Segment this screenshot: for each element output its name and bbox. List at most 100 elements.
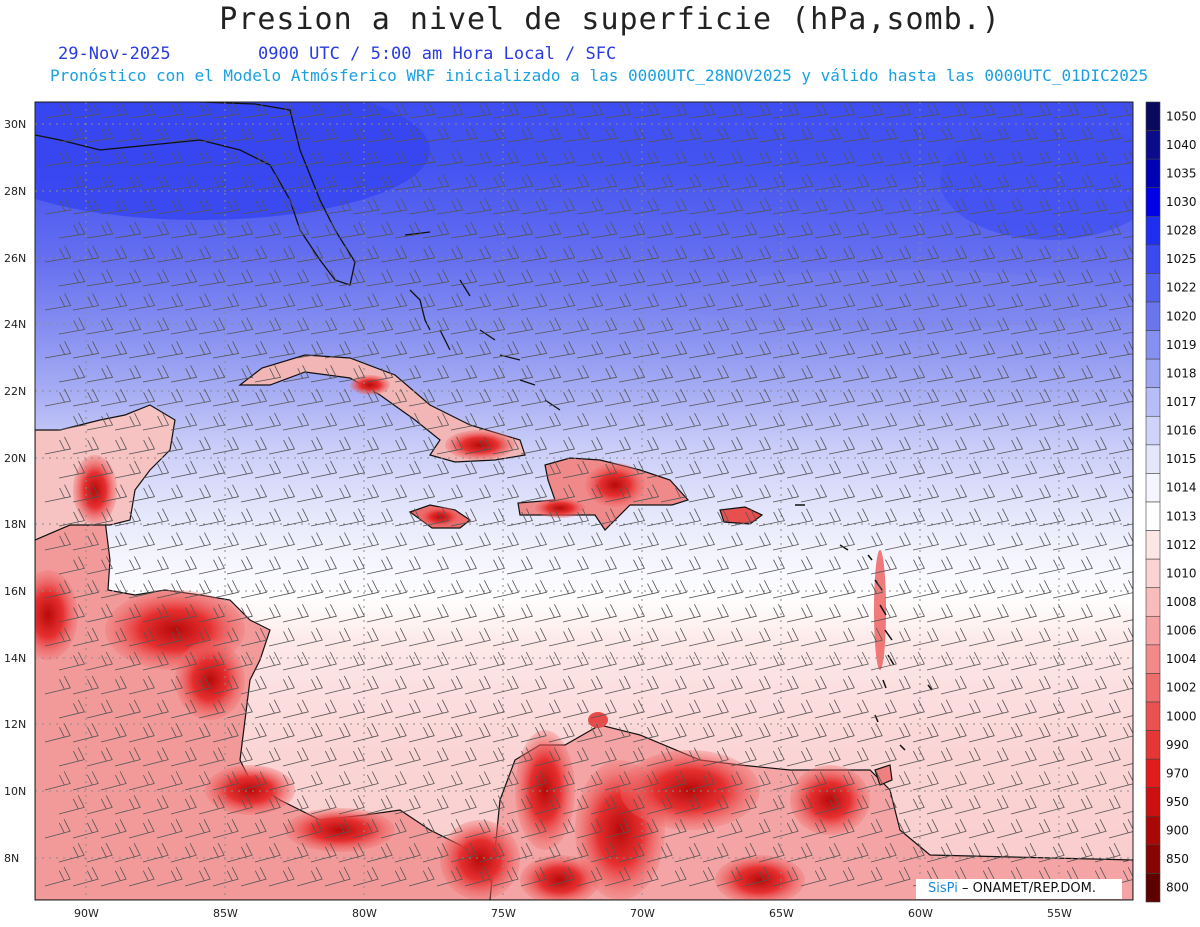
wind-barb (968, 723, 995, 743)
wind-barb (940, 245, 968, 263)
wind-barb (1052, 627, 1079, 647)
wind-barb (828, 532, 855, 551)
wind-barb (940, 341, 968, 359)
wind-barb (898, 365, 926, 383)
wind-barb (212, 532, 239, 551)
wind-barb (1024, 293, 1052, 311)
colorbar-swatch (1145, 701, 1161, 731)
wind-barb (982, 460, 1010, 479)
wind-barb (366, 651, 393, 671)
wind-barb (660, 627, 687, 647)
wind-barb (716, 484, 744, 503)
wind-barb (590, 412, 618, 431)
wind-barb (310, 508, 337, 527)
wind-barb (282, 460, 310, 479)
wind-barb (926, 747, 953, 767)
wind-barb (352, 866, 379, 887)
wind-barb (548, 197, 576, 215)
wind-barb (688, 436, 716, 455)
wind-barb (114, 412, 142, 431)
wind-barb (520, 484, 548, 503)
wind-barb (184, 819, 211, 839)
wind-barb (604, 293, 632, 311)
wind-barb (1094, 317, 1122, 335)
wind-barb (884, 627, 911, 647)
wind-barb (296, 388, 324, 407)
wind-barb (534, 412, 562, 431)
wind-barb (170, 651, 197, 671)
wind-barb (562, 221, 590, 239)
wind-barb (506, 126, 534, 143)
wind-barb (912, 388, 940, 407)
colorbar-swatch (1145, 873, 1161, 903)
wind-barb (394, 173, 422, 191)
wind-barb (604, 866, 631, 887)
wind-barb (1052, 771, 1079, 791)
wind-barb (814, 747, 841, 767)
wind-barb (58, 795, 85, 815)
colorbar-label: 1040 (1166, 138, 1197, 152)
wind-barb (114, 460, 142, 479)
wind-barb (688, 102, 716, 119)
wind-barb (618, 508, 645, 527)
wind-barb (702, 317, 730, 335)
wind-barb (590, 795, 617, 815)
wind-barb (156, 102, 184, 119)
wind-barb (268, 675, 295, 695)
wind-barb (926, 699, 953, 719)
wind-barb (884, 150, 912, 167)
wind-barb (800, 388, 828, 407)
wind-barb (100, 197, 128, 215)
wind-barb (982, 604, 1009, 623)
wind-barb (240, 245, 268, 263)
wind-barb (240, 484, 268, 503)
wind-barb (604, 436, 632, 455)
wind-barb (44, 293, 72, 311)
wind-barb (898, 747, 925, 767)
wind-barb (870, 651, 897, 671)
wind-barb (310, 795, 337, 815)
wind-barb (842, 556, 869, 575)
wind-barb (1038, 747, 1065, 767)
wind-barb (856, 197, 884, 215)
wind-barb (282, 699, 309, 719)
wind-barb (562, 173, 590, 191)
wind-barb (128, 197, 156, 215)
wind-barb (660, 293, 688, 311)
wind-barb (478, 651, 505, 671)
wind-barb (926, 173, 954, 191)
wind-barb (604, 819, 631, 839)
wind-barb (296, 150, 324, 167)
wind-barb (1080, 723, 1107, 743)
wind-barb (982, 221, 1010, 239)
wind-barb (716, 532, 743, 551)
wind-barb (198, 365, 226, 383)
wind-barb (688, 293, 716, 311)
wind-barb (436, 580, 463, 599)
wind-barb (156, 723, 183, 743)
wind-barb (604, 245, 632, 263)
wind-barb (492, 627, 519, 647)
wind-barb (576, 293, 604, 311)
wind-barb (730, 221, 758, 239)
wind-barb (100, 436, 128, 455)
lon-label: 75W (491, 907, 516, 920)
wind-barb (72, 675, 99, 695)
wind-barb (1024, 102, 1052, 119)
wind-barb (996, 819, 1023, 839)
florida-coastline (35, 102, 356, 286)
wind-barb (296, 866, 323, 887)
wind-barb (926, 460, 954, 479)
wind-barb (1122, 475, 1133, 479)
wind-barb (1080, 532, 1107, 551)
wind-barb (492, 436, 520, 455)
wind-barb (72, 532, 99, 551)
wind-barb (184, 771, 211, 791)
colorbar-swatch (1145, 358, 1161, 389)
wind-barb (1010, 412, 1038, 431)
wind-barb (156, 245, 184, 263)
wind-barb (646, 604, 673, 623)
colorbar-label: 1016 (1166, 424, 1197, 438)
wind-barb (856, 341, 884, 359)
wind-barb (814, 508, 841, 527)
